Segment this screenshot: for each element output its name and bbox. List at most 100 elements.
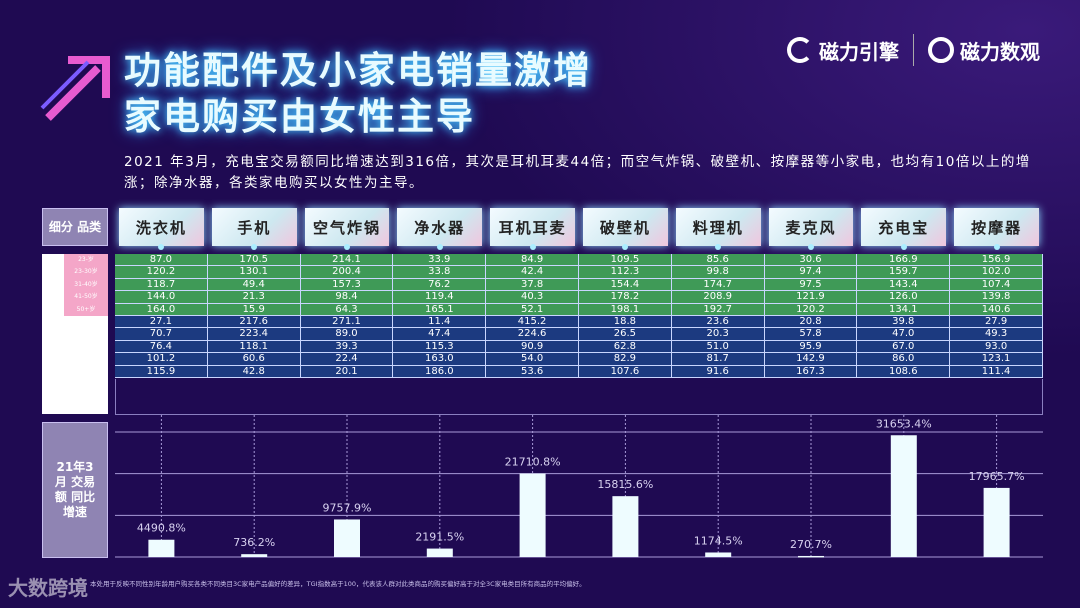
table-cell: 186.0 bbox=[393, 365, 487, 377]
table-cell: 60.6 bbox=[208, 353, 301, 365]
table-cell: 97.4 bbox=[765, 266, 858, 278]
table-cell: 178.2 bbox=[579, 291, 672, 303]
table-row: 70.7 223.4 89.0 47.4 224.6 26.5 20.3 57.8 47.0 49… bbox=[115, 328, 1043, 341]
table-cell: 23.6 bbox=[672, 315, 765, 328]
page-title: 功能配件及小家电销量激增 家电购买由女性主导 bbox=[124, 48, 592, 140]
category-name: 空气炸锅 bbox=[312, 218, 381, 237]
tgi-table: 87.0 170.5 214.1 33.9 84.9 109.5 85.6 30.6 166.9… bbox=[115, 254, 1043, 378]
table-cell: 140.6 bbox=[950, 303, 1043, 315]
table-cell: 18.8 bbox=[579, 315, 672, 328]
category-header: 净水器 bbox=[397, 208, 483, 250]
age-group-label: 23-30岁 bbox=[64, 266, 108, 279]
table-cell: 174.7 bbox=[672, 278, 765, 291]
table-cell: 118.7 bbox=[115, 278, 208, 291]
table-cell: 112.3 bbox=[579, 266, 672, 278]
table-cell: 200.4 bbox=[301, 266, 394, 278]
table-row: 144.0 21.3 98.4 119.4 40.3 178.2 208.9 121.9 126… bbox=[115, 291, 1043, 304]
table-cell: 42.8 bbox=[208, 365, 301, 377]
table-cell: 157.3 bbox=[301, 278, 394, 291]
watermark: 大数跨境 bbox=[8, 576, 88, 600]
table-cell: 86.0 bbox=[857, 353, 951, 365]
table-cell: 37.8 bbox=[486, 278, 579, 291]
category-label: 细分 品类 bbox=[42, 208, 108, 246]
table-cell: 39.3 bbox=[301, 340, 394, 353]
table-cell: 15.9 bbox=[208, 303, 301, 315]
bar bbox=[426, 548, 453, 557]
table-cell: 47.0 bbox=[857, 328, 951, 340]
brand-logos: 磁力引擎 磁力数观 bbox=[787, 34, 1040, 66]
table-cell: 90.9 bbox=[486, 340, 579, 353]
bar bbox=[519, 473, 546, 557]
table-cell: 20.8 bbox=[765, 315, 858, 328]
table-row: 87.0 170.5 214.1 33.9 84.9 109.5 85.6 30.6 166.9… bbox=[115, 254, 1043, 267]
table-cell: 102.0 bbox=[950, 266, 1043, 278]
logo-text: 磁力引擎 bbox=[819, 39, 899, 64]
category-header: 料理机 bbox=[675, 208, 761, 250]
table-cell: 47.4 bbox=[393, 328, 487, 340]
table-cell: 27.1 bbox=[115, 315, 208, 328]
table-cell: 91.6 bbox=[672, 365, 765, 377]
table-cell: 217.6 bbox=[208, 315, 301, 328]
table-cell: 30.6 bbox=[765, 254, 858, 266]
category-header: 耳机耳麦 bbox=[490, 208, 575, 250]
table-cell: 130.1 bbox=[208, 266, 301, 278]
bar bbox=[705, 552, 732, 557]
table-cell: 76.4 bbox=[115, 340, 208, 353]
bar bbox=[612, 496, 639, 557]
bar-label: 9757.9% bbox=[323, 501, 372, 514]
table-row: 27.1 217.6 271.1 11.4 415.2 18.8 23.6 20.8 39.8 2… bbox=[115, 315, 1043, 329]
category-header: 充电宝 bbox=[861, 208, 947, 250]
category-name: 手机 bbox=[237, 218, 272, 237]
category-name: 按摩器 bbox=[971, 218, 1023, 237]
table-cell: 139.8 bbox=[950, 291, 1043, 303]
description: 2021 年3月，充电宝交易额同比增速达到316倍，其次是耳机耳麦44倍；而空气… bbox=[124, 154, 1031, 191]
table-cell: 156.9 bbox=[950, 254, 1043, 266]
table-cell: 67.0 bbox=[857, 340, 951, 353]
table-cell: 142.9 bbox=[765, 353, 858, 365]
table-cell: 70.7 bbox=[115, 328, 208, 340]
age-group-label: 41-50岁 bbox=[64, 291, 108, 304]
category-name: 麦克风 bbox=[785, 218, 837, 237]
table-cell: 159.7 bbox=[857, 266, 951, 278]
bar-label: 270.7% bbox=[790, 538, 832, 551]
table-cell: 144.0 bbox=[115, 291, 208, 303]
table-cell: 198.1 bbox=[579, 303, 672, 315]
table-cell: 165.1 bbox=[393, 303, 487, 315]
table-cell: 415.2 bbox=[486, 315, 579, 328]
age-group-label: 50+岁 bbox=[64, 303, 108, 316]
bar-label: 2191.5% bbox=[415, 531, 464, 544]
table-cell: 40.3 bbox=[486, 291, 579, 303]
table-cell: 109.5 bbox=[579, 254, 672, 266]
table-cell: 87.0 bbox=[115, 254, 208, 266]
table-row: 101.2 60.6 22.4 163.0 54.0 82.9 81.7 142.9 86.0 1… bbox=[115, 353, 1043, 366]
table-cell: 164.0 bbox=[115, 303, 208, 315]
table-cell: 167.3 bbox=[765, 365, 858, 377]
table-cell: 163.0 bbox=[393, 353, 487, 365]
age-legend: 23-岁 23-30岁 31-40岁 41-50岁 50+岁 bbox=[42, 254, 108, 414]
table-cell: 85.6 bbox=[672, 254, 765, 266]
dot-icon bbox=[715, 244, 722, 250]
table-cell: 166.9 bbox=[857, 254, 951, 266]
table-row: 76.4 118.1 39.3 115.3 90.9 62.8 51.0 95.9 67.0 93… bbox=[115, 340, 1043, 354]
dot-icon bbox=[993, 244, 1000, 250]
table-cell: 107.4 bbox=[950, 278, 1043, 291]
table-cell: 82.9 bbox=[579, 353, 672, 365]
table-cell: 111.4 bbox=[950, 365, 1043, 377]
bar bbox=[241, 554, 268, 557]
dot-icon bbox=[251, 244, 258, 250]
category-header: 手机 bbox=[211, 208, 297, 250]
circle-logo-icon bbox=[928, 37, 954, 63]
table-cell: 170.5 bbox=[208, 254, 301, 266]
table-cell: 107.6 bbox=[579, 365, 672, 377]
logo-cili-yinqing: 磁力引擎 bbox=[787, 36, 899, 65]
logo-text: 磁力数观 bbox=[960, 39, 1040, 64]
table-row: 118.7 49.4 157.3 76.2 37.8 154.4 174.7 97.5 143.… bbox=[115, 278, 1043, 292]
table-cell: 134.1 bbox=[857, 303, 951, 315]
c-logo-icon bbox=[787, 37, 813, 63]
table-cell: 11.4 bbox=[393, 315, 487, 328]
table-cell: 101.2 bbox=[115, 353, 208, 365]
table-cell: 33.8 bbox=[393, 266, 487, 278]
table-cell: 54.0 bbox=[486, 353, 579, 365]
category-header: 麦克风 bbox=[768, 208, 854, 250]
